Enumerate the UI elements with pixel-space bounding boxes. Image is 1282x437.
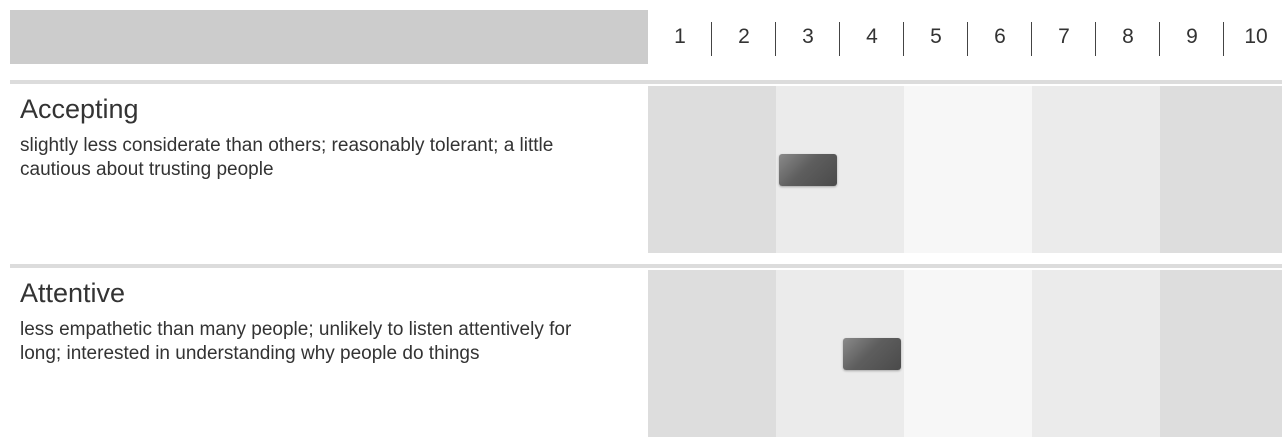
scale-separator [1031, 22, 1032, 56]
score-band [1032, 270, 1160, 437]
score-band [1160, 270, 1282, 437]
score-band [648, 86, 776, 253]
scale-separator [711, 22, 712, 56]
scale-separator [1159, 22, 1160, 56]
row-divider [10, 80, 1282, 84]
scale-separator [1223, 22, 1224, 56]
score-band [1160, 86, 1282, 253]
row-description: less empathetic than many people; unlike… [20, 319, 572, 364]
scale-label: 8 [1122, 25, 1134, 48]
score-band [648, 270, 776, 437]
scale-separator [1095, 22, 1096, 56]
score-marker [843, 337, 901, 370]
scale-label: 1 [674, 25, 686, 48]
scale-label: 10 [1244, 25, 1268, 48]
scale-label: 7 [1058, 25, 1070, 48]
scale-label: 5 [930, 25, 942, 48]
scale-separator [903, 22, 904, 56]
score-band [1032, 86, 1160, 253]
row-description: slightly less considerate than others; r… [20, 135, 554, 180]
scale-label: 2 [738, 25, 750, 48]
scale-label: 3 [802, 25, 814, 48]
scale-separator [967, 22, 968, 56]
score-band [904, 270, 1032, 437]
row-title: Accepting [20, 94, 139, 124]
row-title: Attentive [20, 278, 126, 308]
scale-label: 6 [994, 25, 1006, 48]
scale-label: 4 [866, 25, 878, 48]
row-divider [10, 264, 1282, 268]
scale-separator [839, 22, 840, 56]
scale-separator [775, 22, 776, 56]
header-bar [10, 10, 648, 64]
score-marker [779, 153, 837, 186]
score-band [904, 86, 1032, 253]
scale-label: 9 [1186, 25, 1198, 48]
